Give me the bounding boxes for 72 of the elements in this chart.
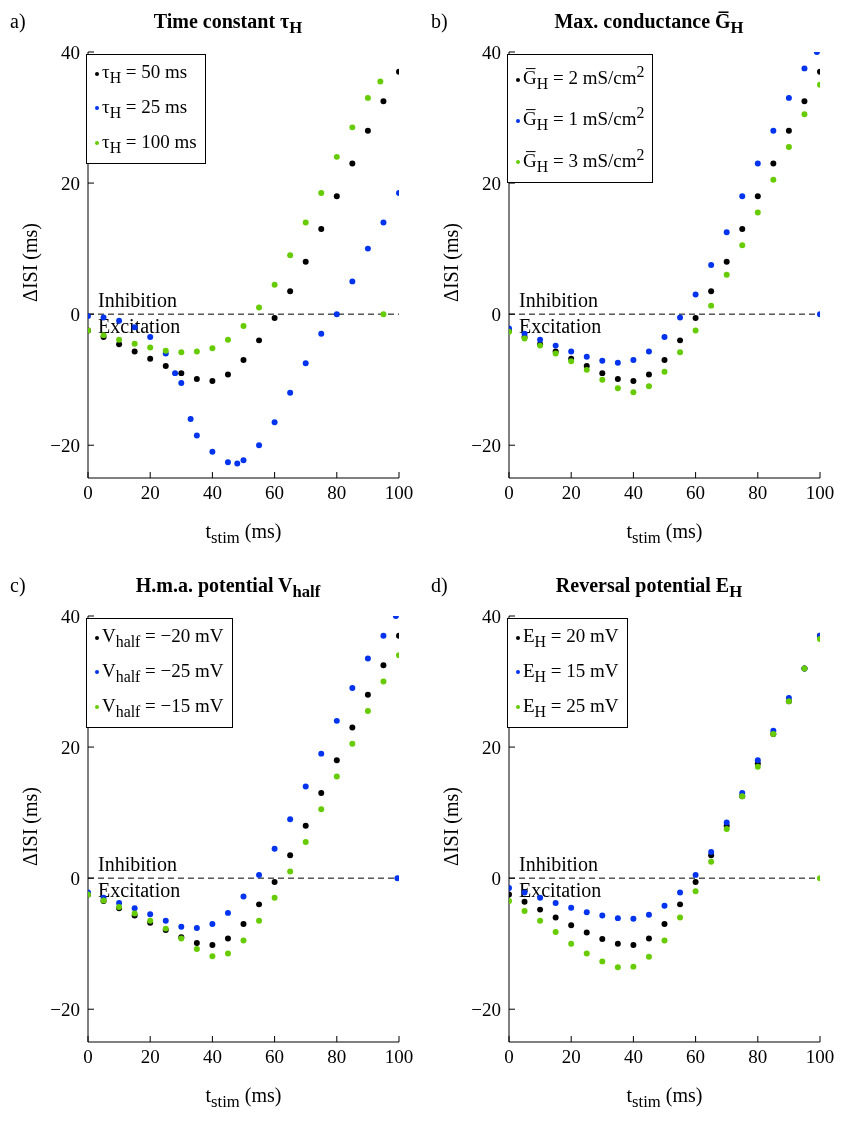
chart-title: Max. conductance G̅$_{H}$ [554, 10, 744, 37]
x-tick-label: 20 [561, 482, 581, 504]
y-tick-label: 20 [482, 172, 501, 194]
annotation: Excitation [98, 314, 181, 339]
annotation: Inhibition [519, 288, 598, 313]
y-tick-label: −20 [471, 434, 501, 456]
legend-label: τ$_{H}$ = 25 ms [102, 95, 188, 121]
y-tick-label: −20 [471, 998, 501, 1020]
x-tick-label: 40 [202, 482, 222, 504]
text: d) [431, 574, 448, 597]
x-tick-label: 100 [384, 482, 414, 504]
x-tick-label: 60 [686, 1046, 706, 1068]
text: b) [431, 10, 448, 33]
annotation: Inhibition [98, 852, 177, 877]
y-tick-label: −20 [50, 434, 80, 456]
y-tick-label: 0 [491, 303, 501, 325]
annotation: Inhibition [519, 852, 598, 877]
chart-title: Time constant τ$_{H}$ [153, 10, 303, 37]
y-tick-label: −20 [50, 998, 80, 1020]
x-tick-label: 80 [327, 482, 347, 504]
legend-label: E$_{H}$ = 25 mV [523, 694, 619, 720]
y-axis-title: ΔISI (ms) [18, 223, 41, 302]
x-tick-label: 60 [265, 1046, 285, 1068]
annotation: Excitation [519, 878, 602, 903]
text: a) [10, 10, 26, 33]
annotation: Inhibition [98, 288, 177, 313]
y-tick-label: 0 [70, 867, 80, 889]
x-tick-label: 40 [623, 1046, 643, 1068]
y-axis-title: ΔISI (ms) [439, 223, 462, 302]
legend-label: G̅$_{H}$ = 3 mS/cm$^{2}$ [523, 145, 645, 175]
x-tick-label: 20 [561, 1046, 581, 1068]
legend-label: V$_{half}$ = −20 mV [102, 625, 224, 650]
text: c) [10, 574, 26, 597]
x-tick-label: 80 [748, 482, 768, 504]
y-tick-label: 20 [61, 736, 80, 758]
chart-title: H.m.a. potential V$_{half}$ [135, 574, 321, 601]
x-tick-label: 100 [805, 482, 835, 504]
x-tick-label: 100 [805, 1046, 835, 1068]
legend-label: G̅$_{H}$ = 1 mS/cm$^{2}$ [523, 104, 645, 134]
x-axis-title: t$_{stim}$ (ms) [626, 1084, 703, 1111]
y-axis-title: ΔISI (ms) [439, 787, 462, 866]
legend-label: E$_{H}$ = 15 mV [523, 659, 619, 685]
x-tick-label: 20 [140, 1046, 160, 1068]
x-tick-label: 40 [623, 482, 643, 504]
legend-label: τ$_{H}$ = 50 ms [102, 61, 188, 86]
legend-label: V$_{half}$ = −15 mV [102, 694, 224, 720]
x-axis-title: t$_{stim}$ (ms) [626, 520, 703, 547]
annotation: Excitation [519, 314, 602, 339]
annotation: Excitation [98, 878, 181, 903]
y-tick-label: 20 [482, 736, 501, 758]
x-tick-label: 100 [384, 1046, 414, 1068]
y-axis-title: ΔISI (ms) [18, 787, 41, 866]
x-tick-label: 20 [140, 482, 160, 504]
chart-title: Reversal potential E$_{H}$ [555, 574, 743, 601]
y-tick-label: 0 [70, 303, 80, 325]
y-tick-label: 0 [491, 867, 501, 889]
y-tick-label: 40 [482, 605, 501, 627]
y-tick-label: 40 [61, 605, 80, 627]
y-tick-label: 20 [61, 172, 80, 194]
x-tick-label: 40 [202, 1046, 222, 1068]
legend-label: E$_{H}$ = 20 mV [523, 625, 619, 650]
x-tick-label: 80 [748, 1046, 768, 1068]
x-tick-label: 80 [327, 1046, 347, 1068]
x-tick-label: 60 [686, 482, 706, 504]
x-axis-title: t$_{stim}$ (ms) [205, 520, 282, 547]
legend-label: G̅$_{H}$ = 2 mS/cm$^{2}$ [523, 63, 645, 93]
y-tick-label: 40 [61, 41, 80, 63]
x-tick-label: 60 [265, 482, 285, 504]
y-tick-label: 40 [482, 41, 501, 63]
legend-label: V$_{half}$ = −25 mV [102, 659, 224, 685]
x-axis-title: t$_{stim}$ (ms) [205, 1084, 282, 1111]
legend-label: τ$_{H}$ = 100 ms [102, 130, 197, 156]
